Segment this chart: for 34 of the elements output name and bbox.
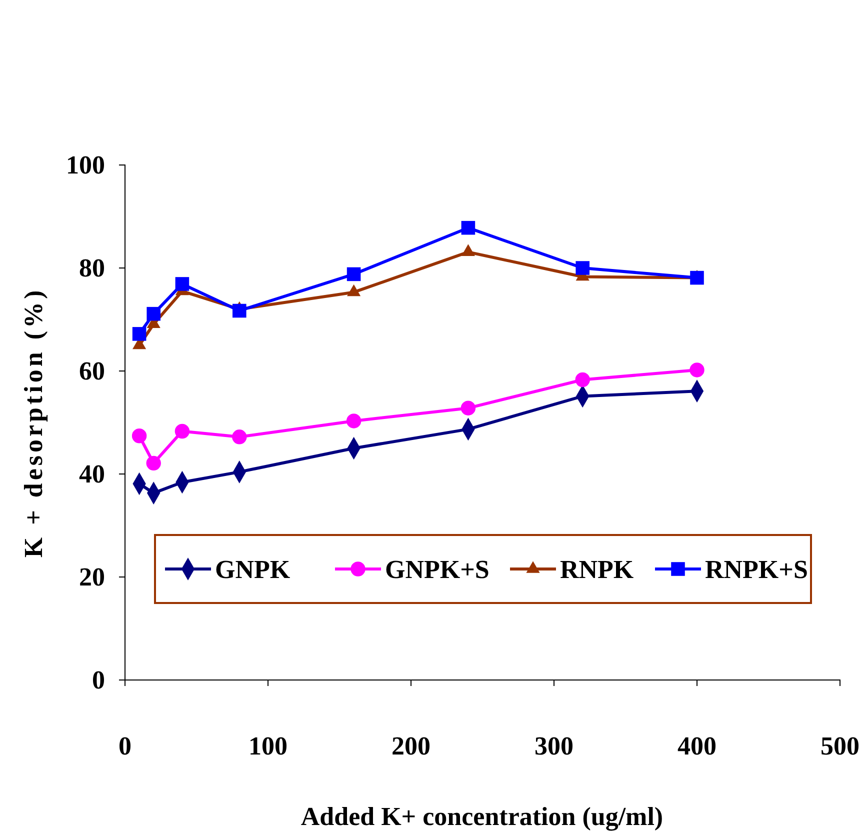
point <box>146 306 160 321</box>
x-tick-label: 300 <box>534 731 574 760</box>
x-tick-label: 200 <box>392 731 430 760</box>
x-tick-label: 0 <box>118 731 132 760</box>
y-tick-label: 100 <box>66 150 105 180</box>
point <box>232 430 247 444</box>
y-axis-title: K + desorption (%) <box>19 287 48 558</box>
y-tick-label: 40 <box>79 459 105 488</box>
point <box>146 456 161 471</box>
point <box>576 261 590 275</box>
point <box>232 304 246 318</box>
x-tick-label: 500 <box>820 731 860 760</box>
point <box>346 414 362 428</box>
point <box>174 424 190 439</box>
y-tick-label: 60 <box>79 356 105 386</box>
point <box>132 327 146 341</box>
point <box>132 428 147 444</box>
point <box>690 362 704 378</box>
point <box>461 220 476 235</box>
x-tick-label: 400 <box>678 731 716 760</box>
y-tick-label: 0 <box>92 665 105 694</box>
legend-label: GNPK+S <box>385 555 490 584</box>
point <box>346 267 361 282</box>
legend-label: RNPK+S <box>705 555 808 584</box>
point <box>575 372 590 388</box>
y-tick-label: 20 <box>79 562 105 592</box>
point <box>460 400 476 416</box>
y-tick-label: 80 <box>79 253 105 282</box>
legend-label: GNPK <box>215 555 291 584</box>
x-tick-label: 100 <box>248 731 288 760</box>
legend-label: RNPK <box>560 555 634 584</box>
point <box>690 270 704 285</box>
x-axis-title: Added K+ concentration (ug/ml) <box>300 802 664 831</box>
point <box>175 277 190 291</box>
